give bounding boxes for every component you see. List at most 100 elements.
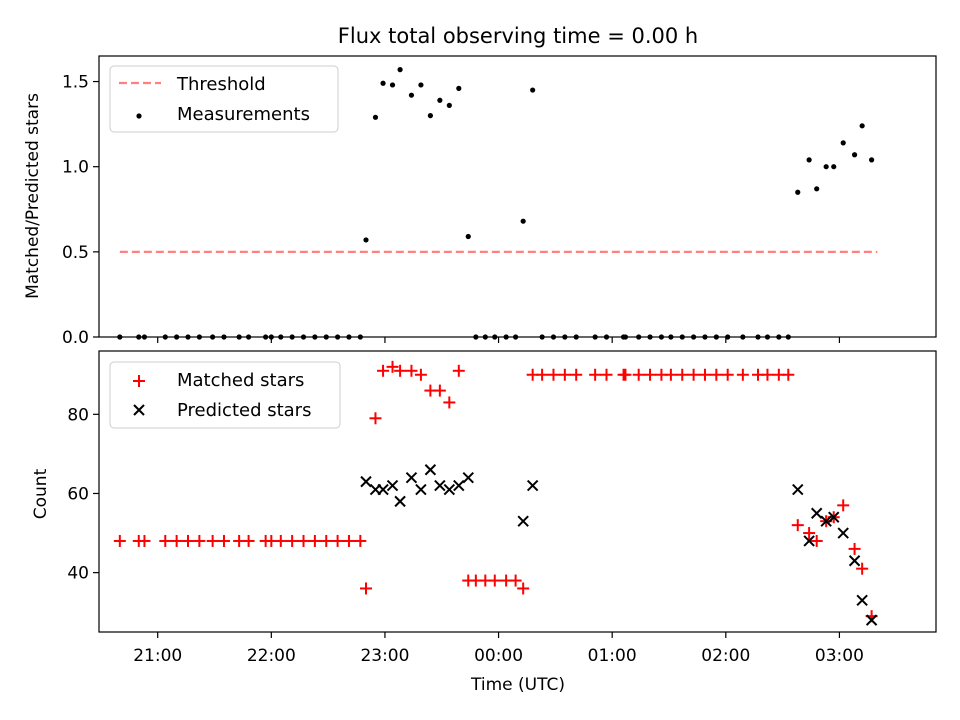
matched-star-point (159, 534, 172, 547)
predicted-star-point (810, 507, 823, 519)
predicted-star-point (377, 483, 389, 496)
predicted-star-point (803, 535, 815, 547)
bottom-y-tick-label: 40 (67, 564, 89, 584)
matched-star-point (113, 534, 126, 547)
measurement-point (408, 92, 415, 98)
matched-legend-label: Matched stars (177, 370, 304, 391)
measurement-point (372, 114, 379, 120)
matched-star-point (452, 364, 465, 377)
top-panel: 0.0 0.5 1.0 1.5 Matched/Predicted stars Thr… (23, 55, 937, 348)
matched-star-point (589, 368, 602, 381)
predicted-star-point (820, 515, 832, 527)
x-tick-label: 23:00 (360, 646, 409, 666)
top-y-tick-label: 1.0 (62, 158, 89, 178)
matched-star-point (547, 368, 560, 381)
matched-star-point (517, 582, 530, 595)
matched-legend-swatch (133, 375, 145, 387)
x-tick-label: 00:00 (474, 646, 523, 666)
matched-star-point (369, 412, 382, 425)
predicted-star-point (424, 464, 437, 476)
matched-star-point (664, 368, 677, 381)
matched-star-point (331, 534, 344, 547)
matched-star-point (600, 368, 613, 381)
predicted-star-point (453, 479, 465, 492)
matched-star-point (354, 534, 367, 547)
bottom-y-tick-label: 60 (67, 484, 89, 504)
predicted-star-point (360, 475, 372, 488)
predicted-star-point (828, 511, 840, 523)
matched-star-point (687, 368, 700, 381)
top-x-ticks (157, 337, 841, 343)
measurement-point (520, 218, 526, 224)
matched-star-point (320, 534, 333, 547)
measurement-point (530, 87, 536, 93)
predicted-star-point (848, 555, 861, 567)
matched-star-point (405, 364, 418, 377)
predicted-star-point (386, 479, 399, 492)
predicted-star-point (792, 483, 804, 496)
matched-star-point (644, 368, 657, 381)
predicted-star-point (405, 471, 418, 484)
x-tick-label: 21:00 (133, 646, 182, 666)
predicted-legend-label: Predicted stars (177, 400, 311, 421)
x-tick-label: 02:00 (701, 646, 750, 666)
matched-star-point (791, 519, 804, 532)
top-y-axis: 0.0 0.5 1.0 1.5 (62, 73, 99, 348)
bottom-legend: Matched stars Predicted stars (109, 361, 341, 429)
matched-star-point (632, 368, 645, 381)
predicted-star-point (856, 594, 868, 607)
predicted-star-point (415, 483, 427, 496)
matched-star-point (386, 360, 399, 373)
matched-star-point (856, 562, 869, 575)
matched-star-point (803, 527, 816, 540)
matched-star-point (736, 368, 749, 381)
measurement-point (814, 186, 820, 192)
predicted-star-point (443, 483, 456, 496)
matched-star-point (433, 384, 446, 397)
matched-star-point (217, 534, 230, 547)
measurements-legend-label: Measurements (177, 104, 310, 125)
measurement-point (859, 123, 865, 129)
bottom-legend-box (109, 361, 341, 429)
x-axis: 21:00 22:00 23:00 00:00 01:00 02:00 03:00 (133, 632, 864, 666)
bottom-panel: 40 60 80 Count 21:00 22:00 23:00 00:00 01:00 02… (31, 350, 937, 695)
matched-star-point (182, 534, 195, 547)
top-legend-box (109, 65, 339, 133)
matched-star-point (810, 534, 823, 547)
matched-star-point (193, 534, 206, 547)
matched-star-point (619, 368, 632, 381)
chart-title: Flux total observing time = 0.00 h (338, 24, 698, 48)
measurement-point (397, 67, 403, 73)
matched-star-point (170, 534, 183, 547)
matched-star-point (710, 368, 723, 381)
measurement-point (465, 233, 471, 240)
predicted-star-point (394, 495, 406, 508)
predicted-star-point (526, 479, 539, 492)
matched-star-point (377, 364, 390, 377)
matched-star-point (414, 368, 427, 381)
top-y-axis-label: Matched/Predicted stars (23, 93, 43, 299)
measurement-point (823, 164, 829, 170)
matched-star-point (837, 499, 850, 512)
x-tick-label: 01:00 (588, 646, 637, 666)
matched-star-point (394, 364, 407, 377)
measurement-point (806, 157, 812, 163)
predicted-star-point (462, 471, 474, 484)
matched-star-point (570, 368, 583, 381)
measurement-point (840, 140, 846, 146)
measurement-point (869, 157, 875, 163)
predicted-star-point (865, 614, 878, 626)
predicted-stars-points (360, 464, 878, 626)
measurement-point (389, 82, 396, 88)
measurement-point (418, 82, 424, 88)
matched-star-point (360, 582, 373, 595)
matched-star-point (488, 574, 501, 587)
matched-star-point (558, 368, 571, 381)
matched-star-point (848, 542, 861, 555)
top-y-tick-label: 1.5 (62, 73, 89, 93)
matched-star-point (698, 368, 711, 381)
predicted-legend-swatch (133, 404, 145, 416)
matched-stars-points (113, 360, 878, 623)
matched-star-point (509, 574, 522, 587)
threshold-legend-label: Threshold (176, 74, 266, 95)
